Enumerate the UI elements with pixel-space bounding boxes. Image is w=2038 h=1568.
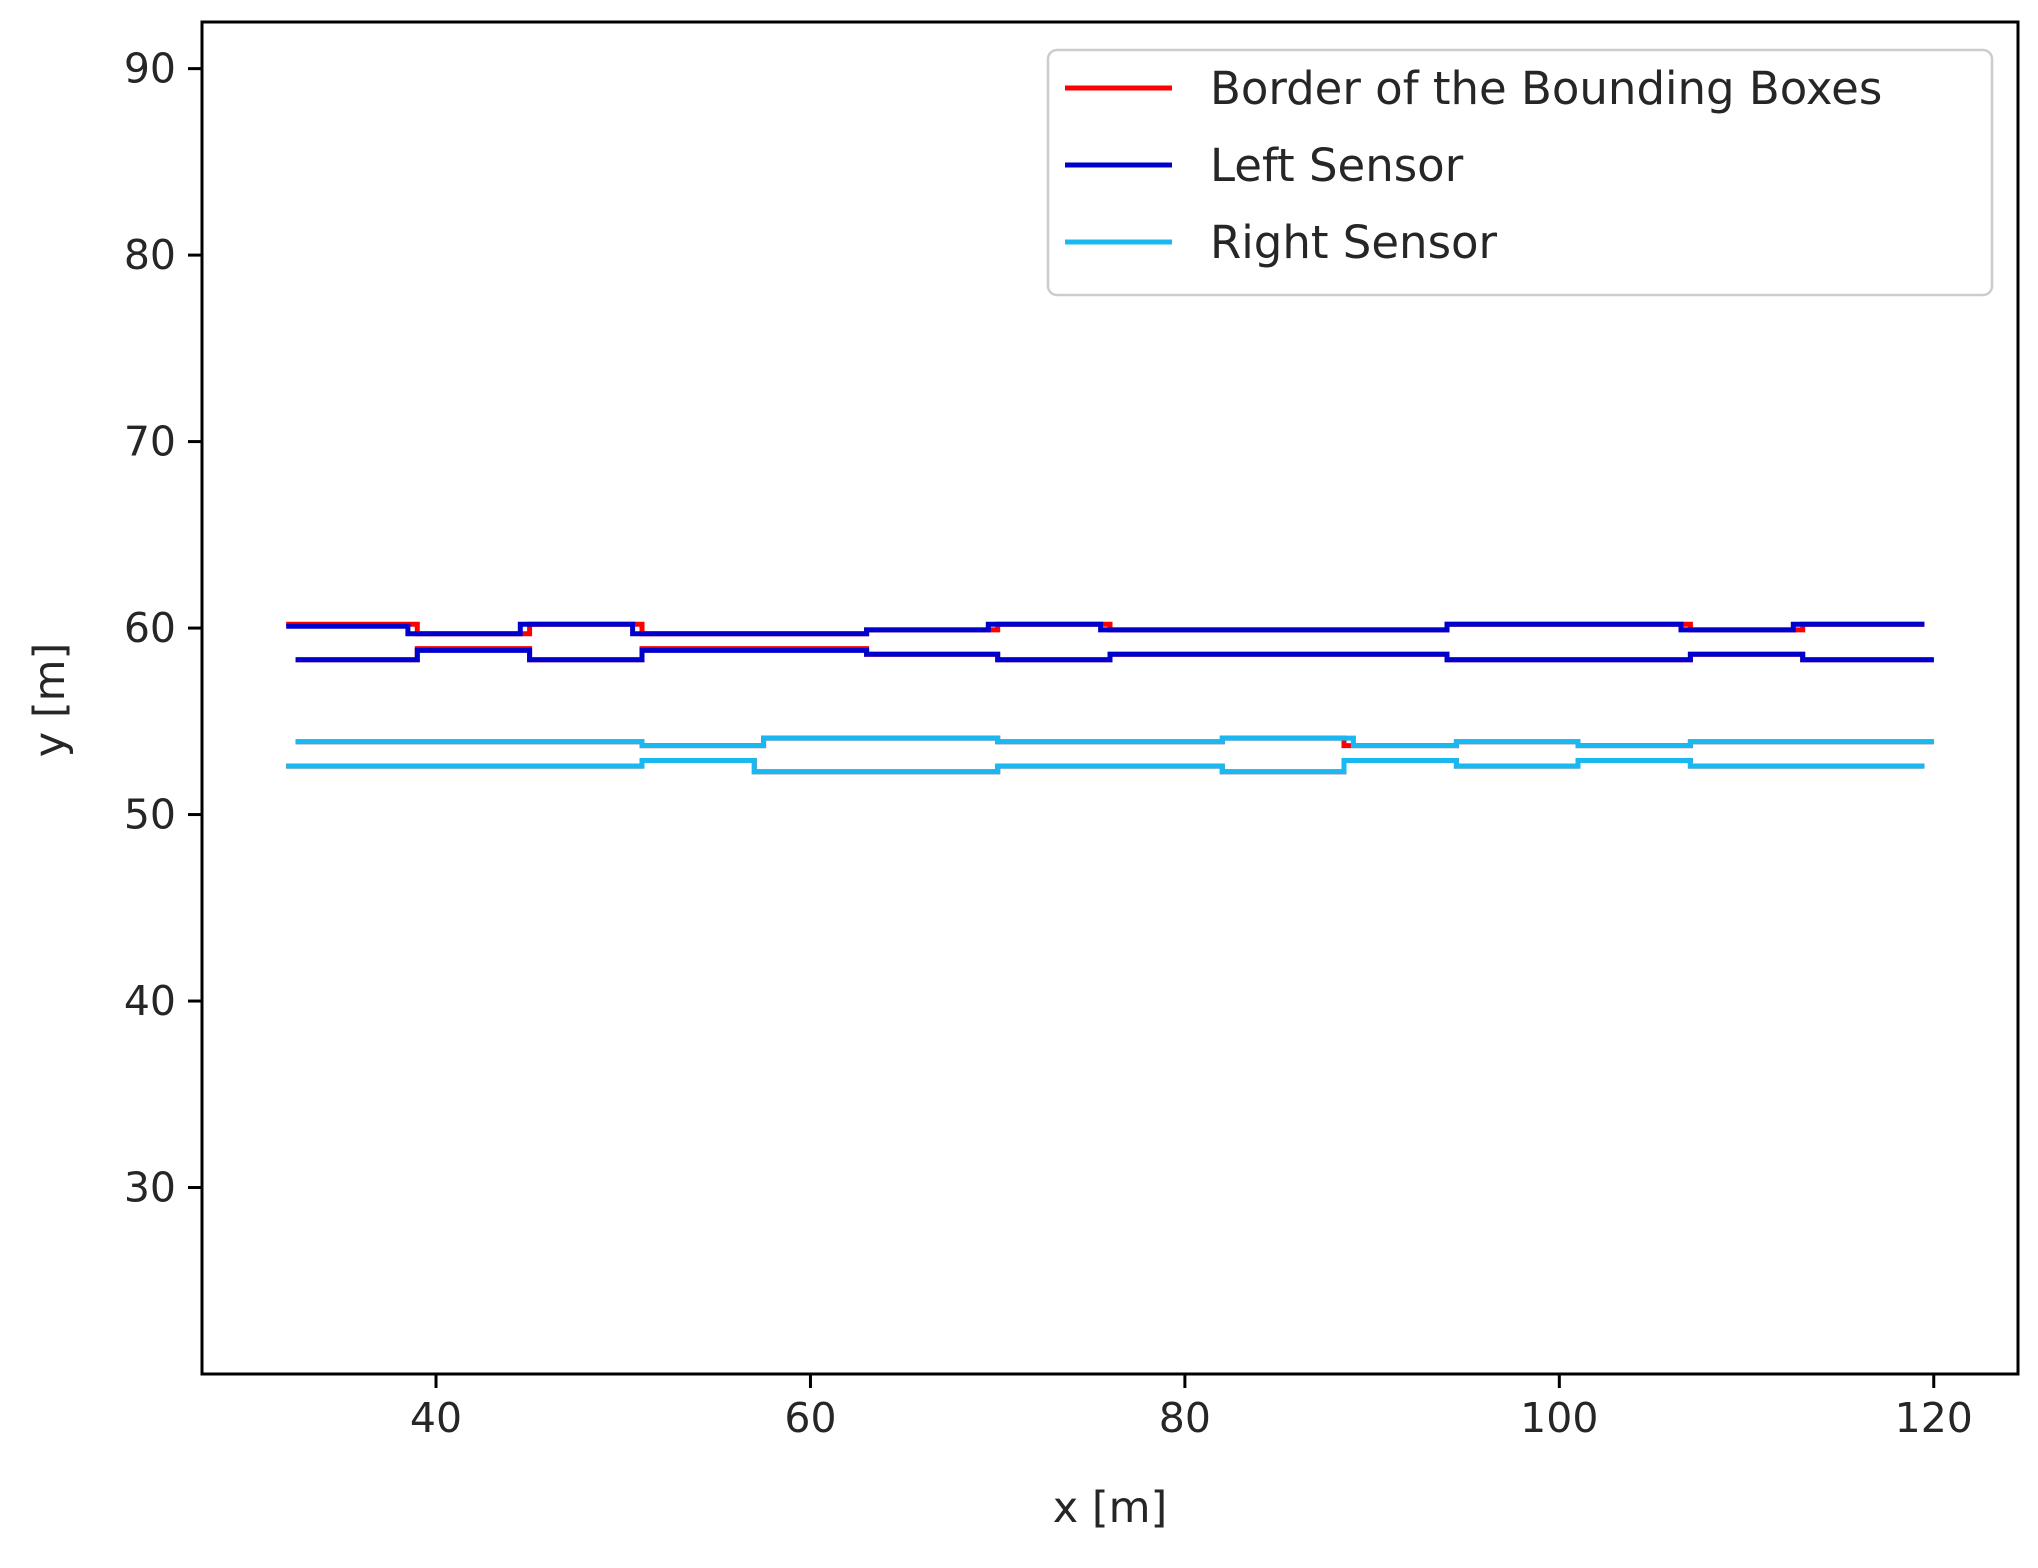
legend-label: Border of the Bounding Boxes [1210, 62, 1882, 115]
x-axis-ticks: 40 60 80 100 120 [410, 1374, 1973, 1442]
series-line-right-sensor [286, 758, 1925, 775]
series-line-left-sensor [295, 647, 1934, 663]
y-tick-label: 50 [124, 791, 176, 839]
series-line-left-sensor [286, 621, 1925, 637]
x-axis-label: x [m] [1053, 1483, 1168, 1533]
y-tick-label: 70 [124, 418, 176, 466]
legend-label: Left Sensor [1210, 139, 1464, 192]
x-tick-label: 120 [1895, 1394, 1973, 1442]
x-tick-label: 80 [1159, 1394, 1211, 1442]
y-tick-label: 30 [124, 1164, 176, 1212]
plot-frame [200, 20, 2020, 1376]
y-axis-label: y [m] [25, 643, 75, 758]
legend-label: Right Sensor [1210, 216, 1498, 269]
y-tick-label: 90 [124, 45, 176, 93]
legend-box [1046, 48, 1994, 297]
y-tick-label: 40 [124, 977, 176, 1025]
x-tick-label: 40 [410, 1394, 462, 1442]
y-tick-label: 60 [124, 604, 176, 652]
series-layer [286, 621, 1934, 775]
series-line-right-sensor [295, 735, 1934, 749]
y-axis-ticks: 30 40 50 60 70 80 90 [124, 45, 202, 1212]
x-tick-label: 60 [784, 1394, 836, 1442]
legend-entries: Border of the Bounding Boxes Left Sensor R… [1065, 62, 1882, 269]
legend: Border of the Bounding Boxes Left Sensor R… [1046, 48, 1994, 297]
y-tick-label: 80 [124, 231, 176, 279]
x-tick-label: 100 [1520, 1394, 1598, 1442]
